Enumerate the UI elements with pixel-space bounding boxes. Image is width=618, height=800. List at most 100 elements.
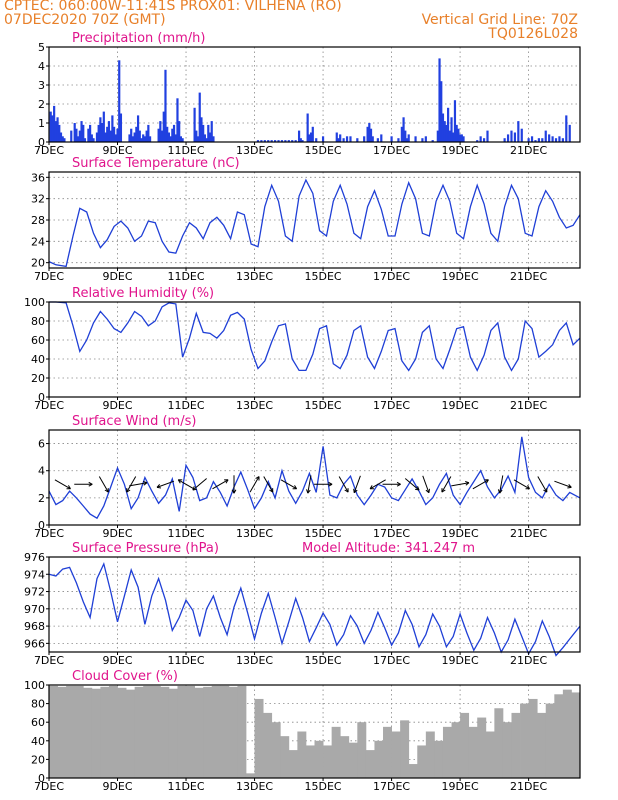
precip-bar (58, 124, 61, 142)
cloud-bar (297, 731, 307, 778)
precip-bar (118, 60, 121, 142)
y-tick-label: 0 (38, 519, 45, 532)
precip-bar (301, 140, 304, 142)
panel-title-pressure: Surface Pressure (hPa) (72, 541, 219, 556)
panel-frame (48, 429, 581, 526)
precip-bar (366, 126, 369, 142)
precip-bar (270, 140, 273, 142)
x-tick-label: 7DEC (34, 780, 64, 793)
precip-bar (565, 115, 568, 142)
x-tick-label: 9DEC (102, 527, 132, 540)
precip-bar (176, 98, 179, 142)
wind-arrow (54, 479, 71, 490)
precip-bar (510, 130, 513, 142)
cloud-bar (417, 745, 427, 778)
cloud-bar (160, 686, 170, 778)
wind-arrow-shaft (156, 480, 175, 488)
panel-frame (48, 301, 581, 398)
cloud-bar (288, 750, 298, 778)
wind-arrow-head (568, 484, 572, 488)
wind-arrow-head (88, 481, 93, 485)
wind-arrow-head (269, 489, 274, 493)
x-tick-label: 17DEC (373, 270, 410, 283)
precip-bar (77, 136, 80, 142)
cloud-bar (134, 686, 144, 778)
wind-arrow-head (328, 481, 333, 485)
x-tick-label: 19DEC (442, 270, 479, 283)
x-tick-label: 15DEC (305, 654, 342, 667)
precip-bar (131, 136, 135, 142)
precip-bar (311, 126, 314, 142)
x-tick-label: 15DEC (305, 144, 342, 157)
x-tick-label: 13DEC (236, 780, 273, 793)
cloud-bar (126, 689, 136, 778)
y-tick-label: 966 (24, 637, 45, 650)
wind-arrow (369, 479, 386, 490)
precip-bar (63, 138, 66, 142)
precip-bar (140, 138, 143, 142)
wind-arrow-head (142, 480, 148, 484)
wind-arrow-shaft (307, 475, 312, 494)
wind-arrow-head (225, 479, 229, 484)
y-tick-label: 100 (24, 296, 45, 309)
wind-arrow-head (294, 485, 298, 490)
precip-bar (337, 138, 340, 142)
cloud-bar (143, 685, 153, 778)
cloud-bar (340, 736, 350, 778)
wind-arrow-head (192, 486, 195, 491)
precip-bar (460, 134, 463, 142)
precip-bar (73, 123, 76, 142)
x-tick-label: 15DEC (305, 780, 342, 793)
x-tick-label: 19DEC (442, 144, 479, 157)
wind-arrow-shaft (353, 475, 361, 493)
panel-frame (48, 46, 581, 143)
wind-arrow-head (126, 489, 131, 493)
wind-arrow-head (527, 485, 530, 490)
precip-bar (106, 126, 109, 142)
x-tick-label: 21DEC (510, 780, 547, 793)
y-tick-label: 972 (24, 586, 45, 599)
y-tick-label: 60 (31, 716, 45, 729)
x-tick-label: 21DEC (510, 270, 547, 283)
wind-arrow-head (353, 489, 358, 494)
wind-arrow-shaft (54, 479, 71, 490)
cloud-bar (502, 722, 512, 778)
cloud-bar (494, 708, 504, 778)
precip-bar (421, 138, 424, 142)
wind-arrow-head (306, 489, 309, 494)
wind-arrow-head (497, 489, 501, 494)
cloud-bar (348, 742, 358, 778)
cloud-bar (434, 740, 444, 778)
x-tick-label: 9DEC (102, 270, 132, 283)
precip-bar (476, 140, 479, 142)
y-tick-label: 20 (31, 753, 45, 766)
precip-bar (424, 136, 427, 142)
x-tick-label: 13DEC (236, 527, 273, 540)
precip-bar (112, 126, 116, 142)
wind-arrow-shaft (537, 476, 548, 493)
header-date-line: 07DEC2020 70Z (GMT) (4, 12, 166, 28)
panel-frame (48, 684, 581, 779)
precip-bar (397, 138, 400, 142)
x-tick-label: 9DEC (102, 399, 132, 412)
wind-arrow (382, 481, 401, 487)
precip-bar (458, 134, 462, 142)
y-tick-label: 40 (31, 353, 45, 366)
precip-bar (159, 121, 162, 142)
cloud-bar (57, 686, 67, 778)
precip-bar (208, 132, 212, 142)
x-tick-label: 11DEC (167, 270, 204, 283)
precip-bar (441, 113, 445, 142)
precip-bar (339, 134, 342, 142)
precip-bar (82, 124, 85, 142)
wind-arrow-head (88, 483, 93, 487)
wind-arrow (441, 476, 452, 493)
precip-bar (363, 136, 366, 142)
y-tick-label: 20 (31, 257, 45, 270)
wind-arrow (338, 476, 349, 493)
precip-bar (376, 138, 379, 142)
panel-frame (48, 556, 581, 653)
cloud-bar (263, 712, 273, 778)
x-tick-label: 11DEC (167, 527, 204, 540)
